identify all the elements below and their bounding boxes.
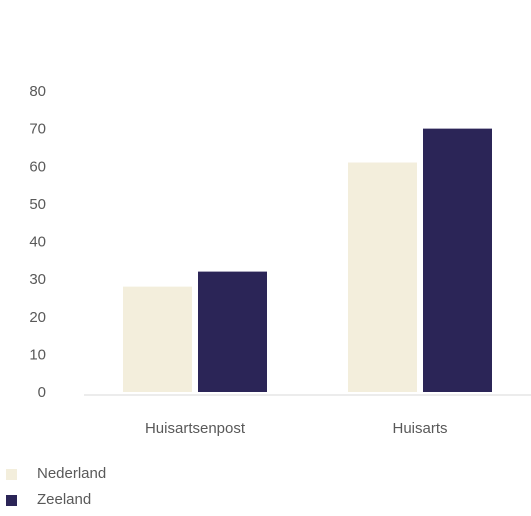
y-tick-label: 50 xyxy=(29,196,46,213)
y-tick-label: 30 xyxy=(29,271,46,288)
legend-label-nederland: Nederland xyxy=(37,465,107,482)
legend-item-nederland[interactable]: Nederland xyxy=(6,464,306,484)
bar-nederland-huisartsenpost[interactable] xyxy=(123,286,192,392)
y-tick-label: 10 xyxy=(29,346,46,363)
x-axis: Huisartsenpost Huisarts xyxy=(145,420,448,437)
y-tick-label: 0 xyxy=(38,384,46,401)
x-category-label: Huisarts xyxy=(392,420,447,437)
y-tick-label: 40 xyxy=(29,234,46,251)
y-tick-label: 20 xyxy=(29,309,46,326)
legend-swatch-nederland xyxy=(6,468,17,480)
legend-item-zeeland[interactable]: Zeeland xyxy=(6,490,306,510)
bars xyxy=(123,128,492,392)
y-tick-label: 70 xyxy=(29,121,46,138)
bar-nederland-huisarts[interactable] xyxy=(348,162,417,392)
legend: Nederland Zeeland xyxy=(6,464,306,516)
legend-swatch-zeeland xyxy=(6,494,17,506)
x-category-label: Huisartsenpost xyxy=(145,420,246,437)
y-tick-label: 80 xyxy=(29,83,46,100)
legend-label-zeeland: Zeeland xyxy=(37,491,92,508)
bar-zeeland-huisartsenpost[interactable] xyxy=(198,271,267,392)
y-axis: 0 10 20 30 40 50 60 70 80 xyxy=(29,83,46,401)
bar-zeeland-huisarts[interactable] xyxy=(423,128,492,392)
y-tick-label: 60 xyxy=(29,158,46,175)
